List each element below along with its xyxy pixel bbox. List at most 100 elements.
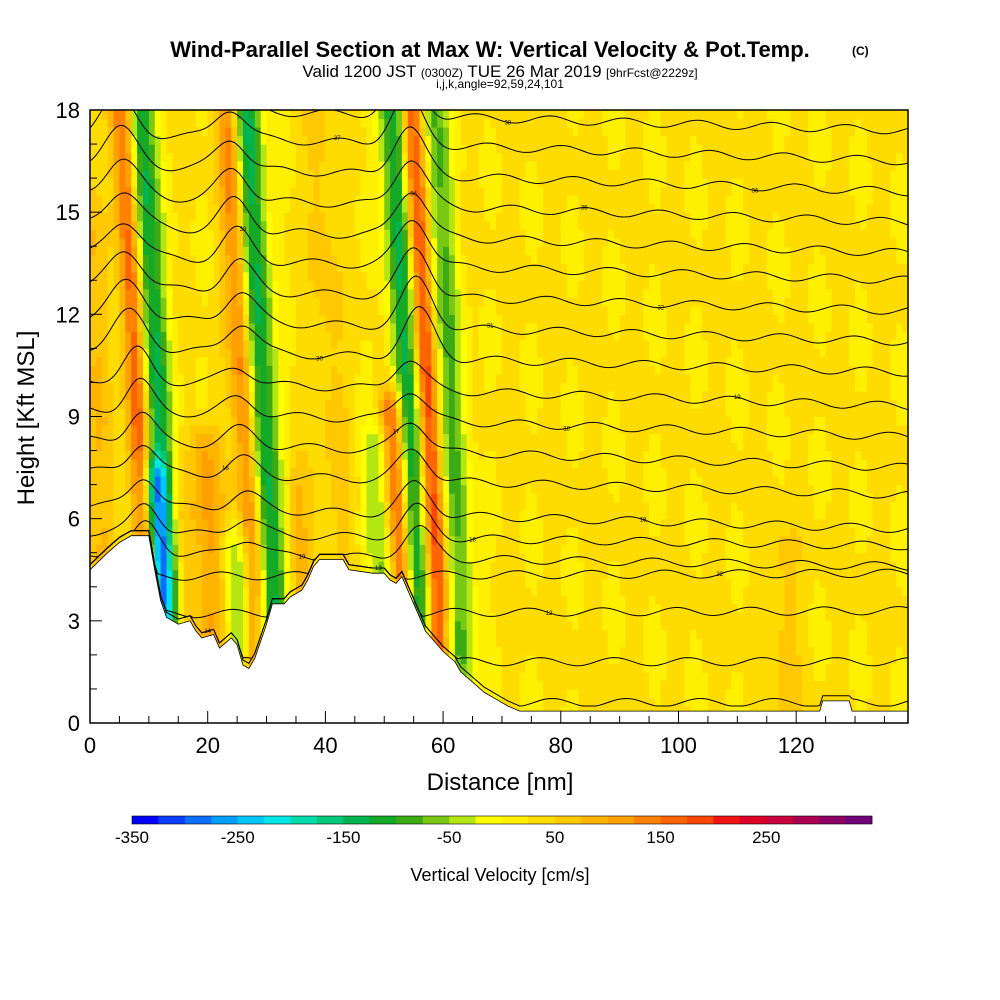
w-cell xyxy=(413,254,421,264)
w-cell xyxy=(148,399,156,409)
w-cell xyxy=(207,203,215,213)
w-cell xyxy=(172,178,179,188)
w-cell xyxy=(366,152,374,162)
w-cell xyxy=(460,450,468,460)
w-cell xyxy=(490,280,497,290)
w-cell xyxy=(201,586,209,596)
w-cell xyxy=(472,612,480,622)
w-cell xyxy=(125,110,132,120)
w-cell xyxy=(137,178,144,188)
w-cell xyxy=(142,459,150,469)
w-cell xyxy=(225,127,232,137)
w-cell xyxy=(448,288,456,298)
w-cell xyxy=(219,186,226,196)
w-cell xyxy=(184,305,191,315)
w-cell xyxy=(460,527,468,537)
w-cell xyxy=(195,152,203,162)
w-cell xyxy=(454,373,462,384)
w-cell xyxy=(219,152,226,162)
w-cell xyxy=(484,365,491,375)
w-cell xyxy=(131,331,138,341)
w-cell xyxy=(490,356,497,367)
w-cell xyxy=(213,561,221,571)
w-cell xyxy=(425,203,432,213)
w-cell xyxy=(172,314,179,324)
w-cell xyxy=(425,339,432,349)
w-cell xyxy=(243,152,250,162)
w-cell xyxy=(366,561,374,571)
w-cell xyxy=(390,195,397,205)
w-cell xyxy=(372,416,379,426)
w-cell xyxy=(307,314,315,324)
w-cell xyxy=(172,331,179,341)
w-cell xyxy=(431,493,438,503)
w-cell xyxy=(207,331,215,341)
w-cell xyxy=(107,237,115,247)
w-cell xyxy=(490,118,497,128)
w-cell xyxy=(419,237,427,247)
w-cell xyxy=(401,152,409,162)
w-cell xyxy=(248,280,256,290)
w-cell xyxy=(254,425,262,435)
w-cell xyxy=(178,586,185,596)
w-cell xyxy=(384,110,391,120)
w-cell xyxy=(466,118,474,128)
w-cell xyxy=(225,365,232,375)
w-cell xyxy=(101,442,109,452)
w-cell xyxy=(401,348,409,358)
w-cell xyxy=(295,288,303,298)
w-cell xyxy=(472,237,480,247)
w-cell xyxy=(337,501,344,511)
w-cell xyxy=(90,356,97,367)
w-cell xyxy=(142,152,150,162)
w-cell xyxy=(466,169,474,179)
w-cell xyxy=(372,305,379,315)
w-cell xyxy=(460,263,468,273)
w-cell xyxy=(125,467,132,477)
w-cell xyxy=(360,399,368,409)
w-cell xyxy=(201,365,209,375)
w-cell xyxy=(137,186,144,196)
w-cell xyxy=(366,314,374,324)
w-cell xyxy=(284,339,291,349)
w-cell xyxy=(225,271,232,281)
w-cell xyxy=(260,578,268,588)
w-cell xyxy=(184,314,191,324)
w-cell xyxy=(90,425,97,435)
w-cell xyxy=(343,144,350,154)
w-cell xyxy=(166,186,173,196)
w-cell xyxy=(272,118,279,128)
w-cell xyxy=(425,331,432,341)
w-cell xyxy=(454,552,462,562)
w-cell xyxy=(431,186,438,196)
w-cell xyxy=(331,442,338,452)
w-cell xyxy=(107,501,115,511)
w-cell xyxy=(201,544,209,554)
w-cell xyxy=(443,399,450,409)
w-cell xyxy=(478,365,485,375)
w-cell xyxy=(425,595,432,605)
w-cell xyxy=(384,382,391,392)
w-cell xyxy=(337,510,344,520)
w-cell xyxy=(307,280,315,290)
w-cell xyxy=(195,390,203,401)
w-cell xyxy=(419,365,427,375)
w-cell xyxy=(431,459,438,469)
w-cell xyxy=(472,246,480,256)
w-cell xyxy=(113,467,121,477)
w-cell xyxy=(231,339,238,349)
w-cell xyxy=(107,152,115,162)
w-cell xyxy=(407,186,415,196)
w-cell xyxy=(472,544,480,554)
w-cell xyxy=(184,578,191,588)
w-cell xyxy=(219,356,226,367)
w-cell xyxy=(319,144,326,154)
w-cell xyxy=(448,246,456,256)
w-cell xyxy=(401,442,409,452)
w-cell xyxy=(295,356,303,367)
w-cell xyxy=(337,280,344,290)
w-cell xyxy=(337,322,344,332)
w-cell xyxy=(125,459,132,469)
w-cell xyxy=(266,254,274,264)
w-cell xyxy=(360,484,368,494)
